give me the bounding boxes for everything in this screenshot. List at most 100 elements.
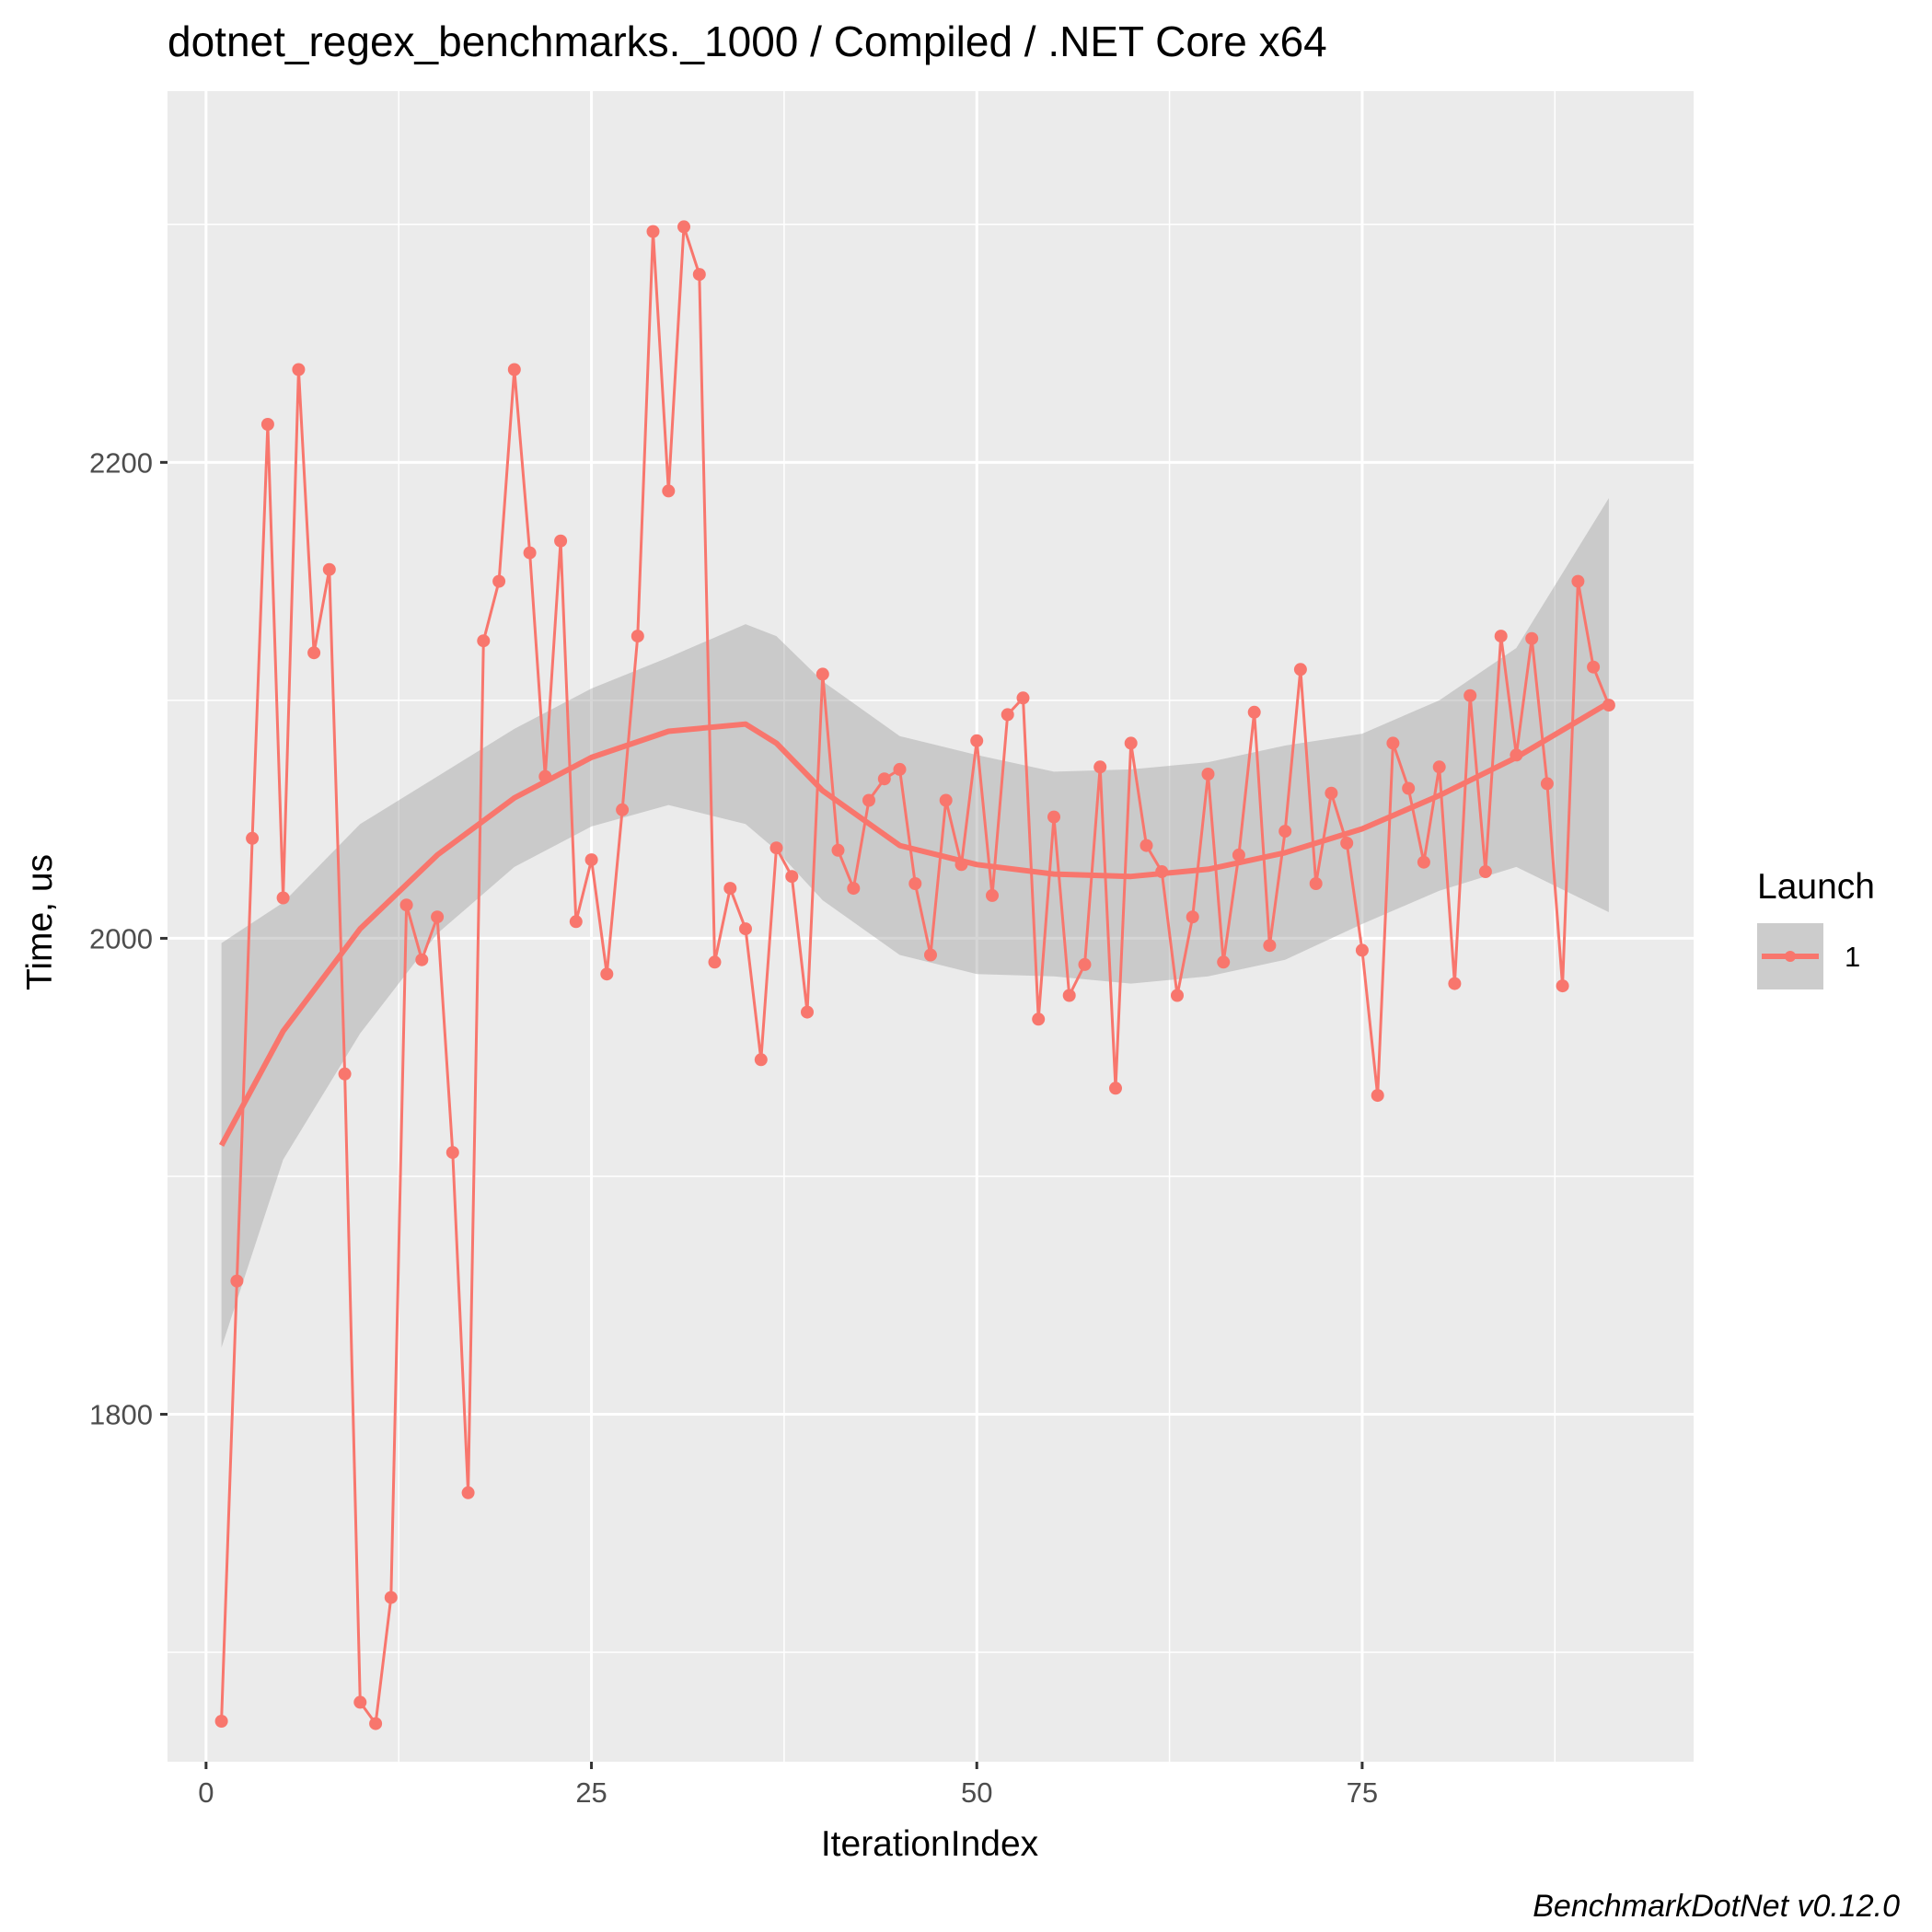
data-point xyxy=(1171,989,1184,1002)
data-point xyxy=(1278,825,1292,839)
data-point xyxy=(322,562,336,576)
data-point xyxy=(1001,708,1014,722)
data-point xyxy=(1109,1082,1122,1095)
data-point xyxy=(785,870,799,884)
data-point xyxy=(1093,760,1107,774)
x-axis: 0 25 50 75 xyxy=(198,1762,1378,1809)
data-point xyxy=(1448,977,1462,990)
data-point xyxy=(230,1274,244,1288)
data-point xyxy=(461,1486,475,1499)
data-point xyxy=(1340,837,1354,850)
data-point xyxy=(646,225,660,238)
data-point xyxy=(769,841,783,855)
data-point xyxy=(908,877,922,890)
data-point xyxy=(1016,691,1030,705)
x-axis-title: IterationIndex xyxy=(821,1824,1039,1864)
data-point xyxy=(954,858,968,872)
data-point xyxy=(492,574,506,588)
data-point xyxy=(1602,699,1615,712)
data-point xyxy=(1355,943,1369,957)
data-point xyxy=(1417,855,1430,869)
data-point xyxy=(1232,848,1245,862)
x-tick-label: 75 xyxy=(1347,1776,1378,1809)
data-point xyxy=(415,953,429,966)
y-axis-title: Time, us xyxy=(20,854,60,990)
data-point xyxy=(1217,955,1231,969)
data-point xyxy=(1432,760,1446,774)
data-point xyxy=(1201,768,1215,781)
data-point xyxy=(739,922,752,936)
data-point xyxy=(616,803,630,816)
data-point xyxy=(369,1717,383,1730)
legend-entry-1: 1 xyxy=(1845,941,1860,973)
caption: BenchmarkDotNet v0.12.0 xyxy=(1533,1889,1900,1924)
data-point xyxy=(970,734,984,747)
data-point xyxy=(1140,839,1153,852)
data-point xyxy=(1571,574,1585,588)
smooth-line xyxy=(218,700,1611,1147)
data-point xyxy=(307,646,321,660)
data-point xyxy=(1047,810,1060,824)
data-point xyxy=(246,831,260,845)
legend-title: Launch xyxy=(1757,867,1875,907)
data-point xyxy=(292,363,306,376)
data-point xyxy=(431,910,445,924)
data-point xyxy=(1078,957,1092,971)
data-point xyxy=(477,634,491,648)
data-point xyxy=(1062,989,1076,1002)
data-point xyxy=(584,853,598,867)
data-point xyxy=(801,1005,814,1019)
data-point xyxy=(384,1591,398,1604)
data-point xyxy=(677,220,690,234)
data-point xyxy=(523,546,537,560)
data-point xyxy=(538,769,552,783)
data-point xyxy=(754,1053,768,1067)
data-point xyxy=(1510,748,1523,762)
data-point xyxy=(1371,1089,1384,1103)
y-tick-label: 1800 xyxy=(89,1399,153,1431)
data-point xyxy=(1186,910,1199,924)
data-point xyxy=(831,843,845,857)
y-tick-label: 2000 xyxy=(89,922,153,954)
data-point xyxy=(507,363,521,376)
data-point xyxy=(1540,777,1554,791)
data-point xyxy=(1587,660,1601,674)
grid-major xyxy=(168,91,1694,1762)
data-point xyxy=(692,268,706,282)
data-point xyxy=(1325,786,1338,800)
legend: Launch 1 xyxy=(1757,867,1875,989)
data-point xyxy=(662,484,676,498)
chart-title: dotnet_regex_benchmarks._1000 / Compiled… xyxy=(168,17,1327,65)
data-point xyxy=(1124,736,1138,750)
data-point xyxy=(1386,736,1400,750)
data-point xyxy=(708,955,722,969)
data-point xyxy=(338,1067,352,1081)
data-point xyxy=(631,630,644,643)
x-tick-label: 0 xyxy=(198,1776,214,1809)
data-point xyxy=(877,772,891,786)
data-point xyxy=(1478,865,1492,878)
data-point xyxy=(399,898,413,912)
data-point xyxy=(600,967,614,981)
data-point xyxy=(1032,1012,1046,1026)
y-tick-label: 2200 xyxy=(89,446,153,479)
data-point xyxy=(1155,865,1169,878)
data-point xyxy=(986,888,999,902)
data-point xyxy=(214,1715,228,1728)
x-tick-label: 50 xyxy=(961,1776,992,1809)
plot-panel xyxy=(168,91,1694,1762)
data-point xyxy=(1402,781,1416,795)
x-tick-label: 25 xyxy=(575,1776,607,1809)
legend-key-point xyxy=(1785,951,1796,962)
data-point xyxy=(260,418,274,431)
data-point xyxy=(924,948,937,962)
data-point xyxy=(1494,630,1508,643)
data-point xyxy=(893,762,907,776)
data-point xyxy=(1525,631,1539,645)
data-point xyxy=(847,882,861,896)
data-point xyxy=(276,891,290,905)
data-point xyxy=(1293,663,1307,677)
data-point xyxy=(1263,939,1277,953)
y-axis: 1800 2000 2200 xyxy=(89,446,168,1431)
data-point xyxy=(1463,688,1477,702)
